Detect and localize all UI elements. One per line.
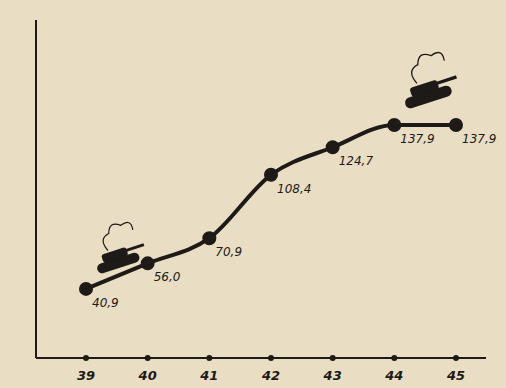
svg-text:108,4: 108,4 bbox=[277, 182, 311, 196]
svg-text:43: 43 bbox=[323, 368, 342, 383]
svg-text:45: 45 bbox=[446, 368, 465, 383]
svg-text:40: 40 bbox=[138, 368, 157, 383]
svg-text:44: 44 bbox=[384, 368, 403, 383]
svg-text:42: 42 bbox=[261, 368, 280, 383]
svg-text:39: 39 bbox=[77, 368, 95, 383]
svg-text:124,7: 124,7 bbox=[339, 154, 374, 168]
svg-text:40,9: 40,9 bbox=[92, 296, 119, 310]
svg-text:137,9: 137,9 bbox=[400, 132, 434, 146]
svg-text:56,0: 56,0 bbox=[154, 270, 181, 284]
svg-text:70,9: 70,9 bbox=[215, 245, 242, 259]
svg-text:41: 41 bbox=[199, 368, 218, 383]
svg-text:137,9: 137,9 bbox=[462, 132, 496, 146]
